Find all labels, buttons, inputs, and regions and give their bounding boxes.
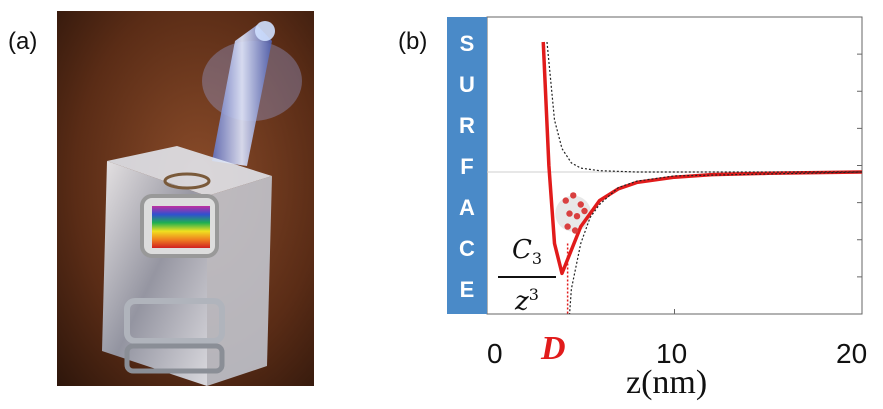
atom-dot [577, 201, 584, 208]
c3-numerator: C [511, 235, 532, 265]
atom-dot [571, 227, 579, 234]
series-black-dotted-1 [546, 41, 862, 173]
surface-letter: R [459, 113, 475, 138]
surface-letter: F [460, 154, 474, 179]
d-marker-label: D [541, 330, 566, 367]
surface-letter: U [459, 72, 475, 97]
atom-dot [562, 197, 569, 204]
series-black-dotted-2 [568, 171, 862, 314]
c3-denominator: z [515, 286, 529, 317]
surface-letter: S [459, 31, 475, 56]
panel-a-label: (a) [8, 28, 38, 55]
x-tick-label: 0 [487, 338, 503, 369]
atom-dot [564, 223, 571, 230]
atom-dot [573, 213, 581, 220]
x-tick-label: 20 [836, 338, 868, 369]
trapped-atoms [562, 192, 588, 234]
vapor-cell-photo [57, 11, 314, 386]
c3-subscript: 3 [531, 249, 543, 269]
surface-label-box: S U R F A C E [447, 17, 487, 314]
x-tick-label: 10 [656, 338, 688, 369]
c3-superscript: 3 [528, 285, 539, 305]
atom-dot [570, 192, 577, 199]
x-axis-label: z(nm) [626, 364, 708, 401]
surface-letter: C [459, 236, 475, 261]
c3-over-z3-annotation: C3 z3 [496, 235, 558, 317]
panel-b-label: (b) [398, 28, 428, 55]
surface-letter: A [459, 195, 475, 220]
atom-dot [581, 207, 588, 215]
surface-letter: E [459, 277, 475, 302]
potential-curves [541, 41, 862, 314]
atom-dot [566, 210, 573, 217]
